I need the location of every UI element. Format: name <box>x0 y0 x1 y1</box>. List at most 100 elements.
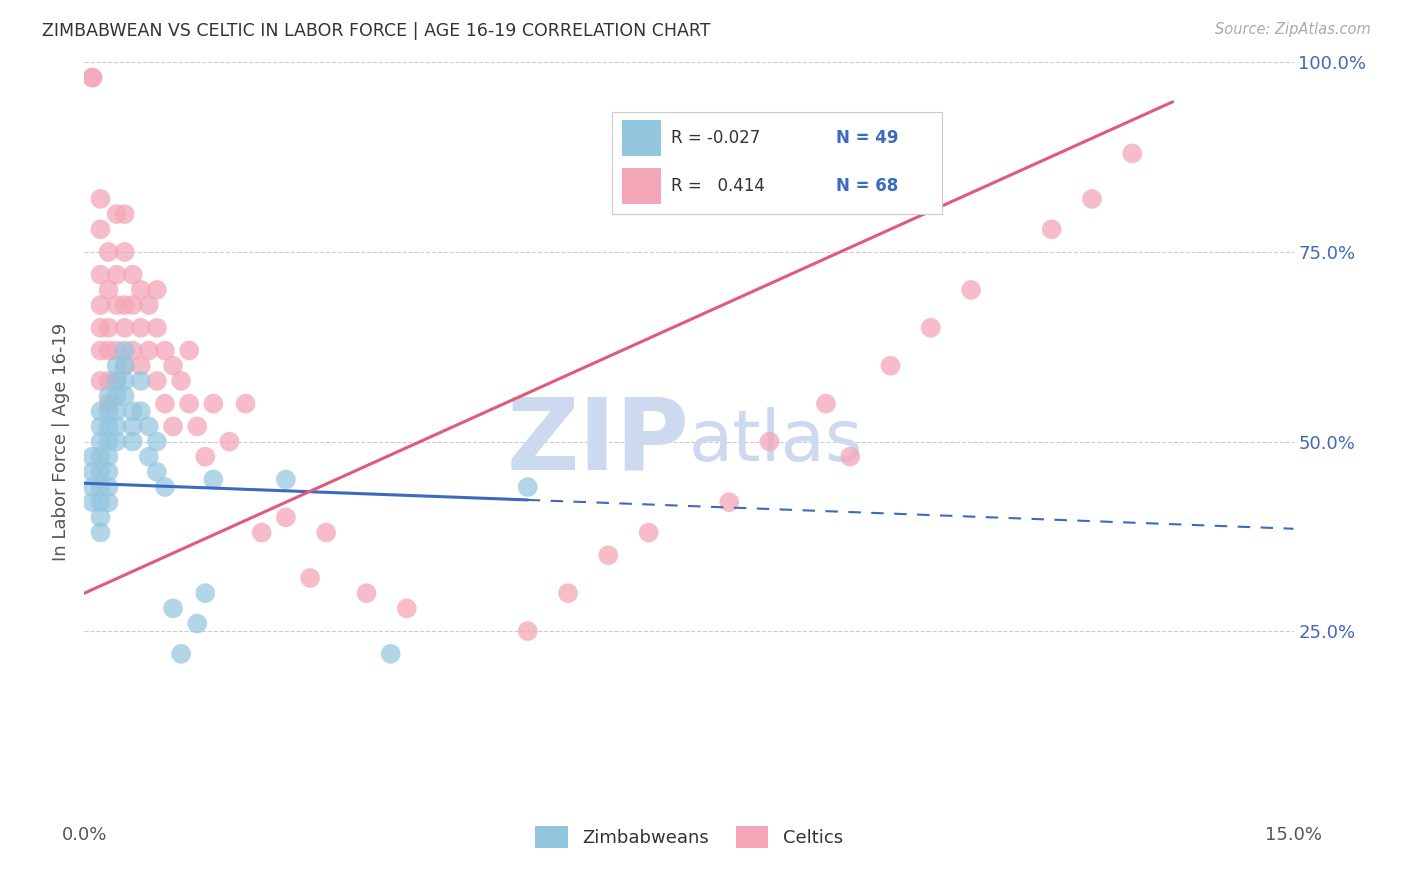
Point <box>315 525 337 540</box>
Point <box>186 419 208 434</box>
Point <box>97 495 120 509</box>
Point <box>218 434 240 449</box>
Point <box>274 510 297 524</box>
Point <box>105 434 128 449</box>
Point <box>170 374 193 388</box>
Point <box>97 396 120 410</box>
Point <box>97 404 120 418</box>
Point <box>1081 192 1104 206</box>
Point <box>129 404 152 418</box>
Point <box>202 473 225 487</box>
Point <box>395 601 418 615</box>
Point <box>162 601 184 615</box>
Point <box>105 359 128 373</box>
Point <box>138 450 160 464</box>
Point <box>920 320 942 334</box>
Point <box>121 268 143 282</box>
Point <box>89 343 111 358</box>
Point <box>82 495 104 509</box>
Point <box>89 374 111 388</box>
Point <box>274 473 297 487</box>
Point <box>557 586 579 600</box>
Point <box>89 268 111 282</box>
Bar <box>621 168 661 204</box>
Text: ZIP: ZIP <box>506 393 689 490</box>
Point <box>89 495 111 509</box>
Point <box>114 359 136 373</box>
Point <box>114 359 136 373</box>
Point <box>146 283 169 297</box>
Text: R =   0.414: R = 0.414 <box>671 178 765 195</box>
Point <box>97 320 120 334</box>
Point <box>105 268 128 282</box>
Point <box>960 283 983 297</box>
Point <box>129 359 152 373</box>
Point <box>105 343 128 358</box>
Point <box>146 320 169 334</box>
Point <box>129 374 152 388</box>
Point <box>121 419 143 434</box>
Point <box>97 389 120 403</box>
Point <box>97 343 120 358</box>
Point <box>105 389 128 403</box>
Text: ZIMBABWEAN VS CELTIC IN LABOR FORCE | AGE 16-19 CORRELATION CHART: ZIMBABWEAN VS CELTIC IN LABOR FORCE | AG… <box>42 22 710 40</box>
Point <box>153 480 176 494</box>
Point <box>121 404 143 418</box>
Point <box>146 374 169 388</box>
Point <box>250 525 273 540</box>
Bar <box>621 120 661 155</box>
Point <box>89 450 111 464</box>
Point <box>82 450 104 464</box>
Text: atlas: atlas <box>689 407 863 476</box>
Point <box>839 450 862 464</box>
Point <box>105 374 128 388</box>
Point <box>89 419 111 434</box>
Point <box>114 389 136 403</box>
Point <box>179 396 201 410</box>
Point <box>129 283 152 297</box>
Point <box>82 480 104 494</box>
Point <box>82 70 104 85</box>
Point <box>153 343 176 358</box>
Point <box>186 616 208 631</box>
Point <box>179 343 201 358</box>
Point <box>114 298 136 312</box>
Point <box>114 374 136 388</box>
Point <box>89 465 111 479</box>
Point <box>138 298 160 312</box>
Point <box>114 207 136 221</box>
Point <box>114 244 136 259</box>
Point <box>758 434 780 449</box>
Point <box>138 419 160 434</box>
Point <box>89 320 111 334</box>
Point <box>516 624 538 639</box>
Point <box>138 343 160 358</box>
Point <box>105 419 128 434</box>
Point <box>97 374 120 388</box>
Legend: Zimbabweans, Celtics: Zimbabweans, Celtics <box>526 817 852 857</box>
Point <box>121 343 143 358</box>
Point <box>105 298 128 312</box>
Text: Source: ZipAtlas.com: Source: ZipAtlas.com <box>1215 22 1371 37</box>
Point <box>114 343 136 358</box>
Point <box>814 396 837 410</box>
Point <box>105 207 128 221</box>
Point <box>97 283 120 297</box>
Point <box>162 359 184 373</box>
Point <box>105 374 128 388</box>
Point <box>146 434 169 449</box>
Text: R = -0.027: R = -0.027 <box>671 129 761 147</box>
Point <box>146 465 169 479</box>
Point <box>97 480 120 494</box>
Point <box>637 525 659 540</box>
Point <box>153 396 176 410</box>
Point <box>89 510 111 524</box>
Point <box>89 192 111 206</box>
Point <box>121 434 143 449</box>
Point <box>380 647 402 661</box>
Point <box>202 396 225 410</box>
Point <box>97 434 120 449</box>
Y-axis label: In Labor Force | Age 16-19: In Labor Force | Age 16-19 <box>52 322 70 561</box>
Text: N = 68: N = 68 <box>837 178 898 195</box>
Point <box>89 480 111 494</box>
